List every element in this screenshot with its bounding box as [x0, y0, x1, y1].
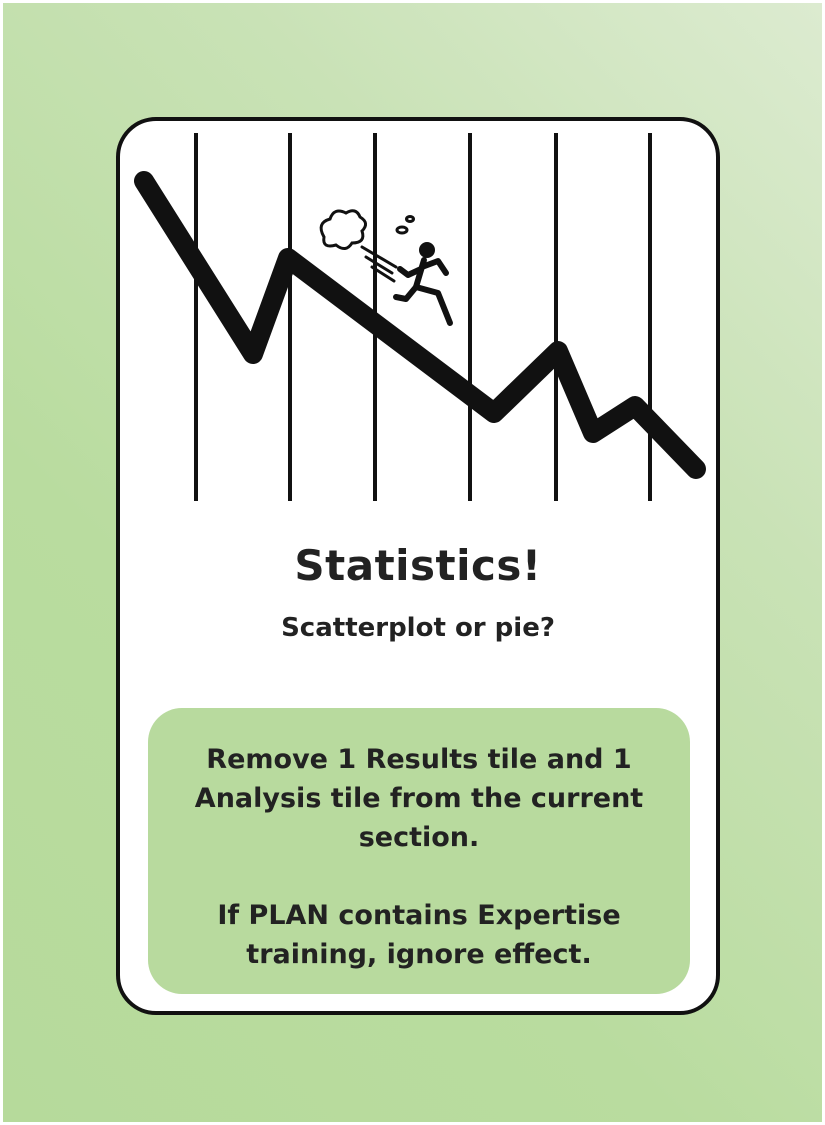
effect-box: Remove 1 Results tile and 1 Analysis til…: [148, 708, 690, 994]
effect-text: Remove 1 Results tile and 1 Analysis til…: [194, 744, 644, 853]
falling-graph-illustration: [134, 133, 706, 501]
speed-lines-icon: [360, 245, 398, 283]
dust-cloud-icon: [319, 209, 415, 250]
effect-exception-text: If PLAN contains Expertise training, ign…: [217, 900, 621, 970]
running-person-icon: [393, 242, 453, 326]
event-card: Statistics! Scatterplot or pie? Remove 1…: [116, 117, 720, 1015]
falling-trend-line: [134, 171, 706, 479]
card-title: Statistics!: [294, 541, 542, 590]
card-subtitle: Scatterplot or pie?: [281, 613, 555, 643]
